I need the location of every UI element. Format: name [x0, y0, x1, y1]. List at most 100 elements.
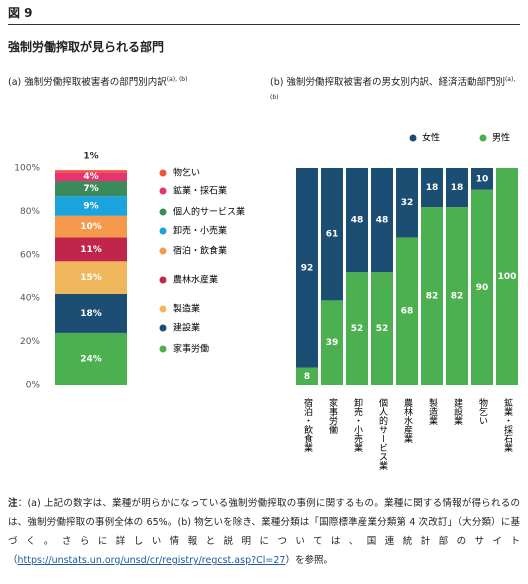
x-tick-label: 鉱業・採石業 — [502, 397, 513, 453]
data-label: 90 — [476, 283, 489, 293]
legend-marker — [159, 208, 167, 216]
legend-marker — [159, 227, 167, 235]
bar-segment — [55, 237, 127, 262]
note-label: 注 — [8, 498, 18, 509]
data-label: 24% — [80, 354, 102, 364]
legend-label: 個人的サービス業 — [173, 206, 245, 218]
note: 注：(a) 上記の数字は、業種が明らかになっている強制労働搾取の事例に関するもの… — [8, 494, 520, 570]
data-label: 61 — [326, 230, 339, 240]
bar-segment — [396, 237, 418, 385]
figure-title: 強制労働搾取が見られる部門 — [8, 40, 165, 54]
data-label: 18 — [451, 183, 464, 193]
legend-marker — [159, 187, 167, 195]
y-tick-label: 60% — [20, 250, 40, 260]
legend-marker — [159, 324, 167, 332]
subtitle-note: (a), (b) — [270, 76, 516, 102]
x-tick-label: 製造業 — [427, 397, 438, 426]
note-text: ：(a) 上記の数字は、業種が明らかになっている強制労働搾取の事例に関するもの。… — [8, 498, 520, 566]
legend-label: 宿泊・飲食業 — [173, 245, 227, 257]
data-label: 4% — [83, 172, 98, 182]
legend-marker — [479, 134, 487, 142]
subtitle: (a) 強制労働搾取被害者の部門別内訳 — [8, 77, 167, 89]
data-label: 52 — [351, 324, 364, 334]
bar-segment — [321, 300, 343, 385]
bar-segment — [346, 168, 368, 273]
bar-segment — [321, 168, 343, 301]
bar-segment — [421, 207, 443, 385]
legend-marker — [159, 247, 167, 255]
bar-segment — [55, 196, 127, 216]
bar-segment — [55, 215, 127, 238]
x-tick-label: 農林水産業 — [402, 397, 413, 444]
note-tail: ）を参照。 — [285, 555, 333, 566]
legend-marker — [409, 134, 417, 142]
x-tick-label: 卸売・小売業 — [352, 397, 363, 453]
legend-label: 卸売・小売業 — [173, 225, 227, 237]
data-label: 18% — [80, 309, 102, 319]
data-label: 82 — [426, 292, 439, 302]
legend-marker — [159, 169, 167, 177]
data-label: 48 — [351, 216, 364, 226]
legend-label: 鉱業・採石業 — [173, 185, 227, 197]
bar-segment — [55, 261, 127, 294]
data-label: 7% — [83, 184, 98, 194]
bar-segment — [296, 168, 318, 368]
bar-segment — [55, 172, 127, 182]
data-label: 100 — [498, 272, 517, 282]
data-label: 15% — [80, 273, 102, 283]
x-tick-label: 宿泊・飲食業 — [302, 397, 313, 453]
legend-label: 男性 — [492, 132, 510, 144]
legend-label: 農林水産業 — [173, 274, 218, 286]
x-tick-label: 物乞い — [477, 397, 488, 425]
x-tick-label: 家事労働 — [327, 397, 338, 435]
bar-segment — [346, 272, 368, 385]
bar-segment — [55, 293, 127, 333]
y-tick-label: 20% — [20, 337, 40, 347]
data-label: 52 — [376, 324, 389, 334]
legend-marker — [159, 305, 167, 313]
x-tick-label: 建設業 — [452, 397, 463, 426]
note-link[interactable]: https://unstats.un.org/unsd/cr/registry/… — [17, 555, 286, 566]
bar-segment — [396, 168, 418, 238]
bar-segment — [371, 272, 393, 385]
legend-label: 女性 — [422, 132, 440, 144]
bar-segment — [371, 168, 393, 273]
data-label: 48 — [376, 216, 389, 226]
x-tick-label: 個人的サービス業 — [377, 397, 388, 471]
data-label: 11% — [80, 245, 102, 255]
data-label: 8 — [304, 372, 310, 382]
legend-label: 家事労働 — [173, 343, 209, 355]
bar-segment — [55, 181, 127, 197]
bar-segment — [55, 170, 127, 173]
legend-label: 建設業 — [173, 322, 200, 334]
bar-segment — [471, 168, 493, 190]
y-tick-label: 40% — [20, 294, 40, 304]
y-tick-label: 80% — [20, 207, 40, 217]
legend-marker — [159, 345, 167, 353]
data-label: 92 — [301, 263, 314, 273]
data-label: 18 — [426, 183, 439, 193]
legend-marker — [159, 276, 167, 284]
subtitle: (b) 強制労働搾取被害者の男女別内訳、経済活動部門別 — [270, 77, 505, 89]
figure-number: 図 9 — [8, 6, 33, 20]
data-label: 10% — [80, 222, 102, 232]
bar-segment — [471, 189, 493, 385]
data-label: 1% — [83, 152, 98, 162]
bar-segment — [296, 367, 318, 385]
subtitle-a: (a) 強制労働搾取被害者の部門別内訳(a), (b) — [8, 72, 258, 90]
legend-label: 製造業 — [173, 303, 200, 315]
data-label: 68 — [401, 307, 414, 317]
bar-segment — [446, 168, 468, 208]
bar-segment — [55, 332, 127, 385]
subtitle-b: (b) 強制労働搾取被害者の男女別内訳、経済活動部門別(a), (b) — [270, 72, 520, 108]
bar-segment — [446, 207, 468, 385]
rule — [8, 24, 520, 25]
y-tick-label: 0% — [26, 381, 41, 391]
data-label: 82 — [451, 292, 464, 302]
y-tick-label: 100% — [14, 164, 40, 174]
data-label: 10 — [476, 174, 489, 184]
data-label: 39 — [326, 338, 339, 348]
data-label: 32 — [401, 198, 414, 208]
legend-label: 物乞い — [173, 167, 200, 179]
bar-segment — [496, 168, 518, 385]
